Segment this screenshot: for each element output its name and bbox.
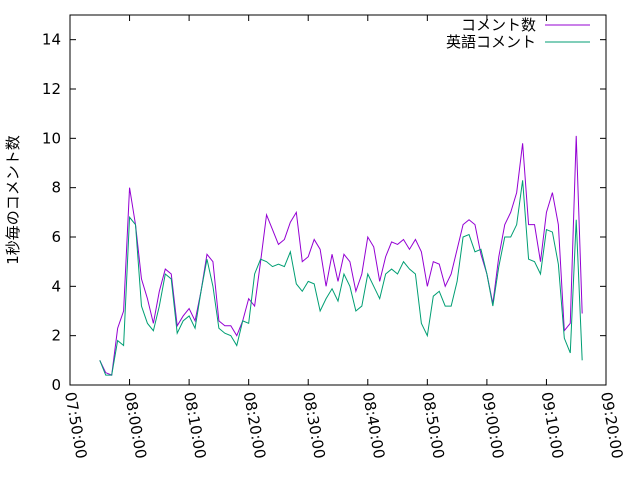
y-tick-label: 4 <box>51 277 61 295</box>
series-line <box>99 135 583 376</box>
y-tick-label: 14 <box>42 31 61 49</box>
x-tick-label: 08:00:00 <box>121 391 150 460</box>
y-tick-label: 10 <box>42 129 61 147</box>
x-tick-label: 07:50:00 <box>61 391 90 460</box>
y-tick-label: 2 <box>51 327 61 345</box>
y-tick-label: 6 <box>51 228 61 246</box>
legend-label: 英語コメント <box>446 33 536 51</box>
x-tick-label: 08:20:00 <box>240 391 269 460</box>
y-axis-label: 1秒毎のコメント数 <box>4 135 22 265</box>
x-tick-label: 08:40:00 <box>359 391 388 460</box>
x-tick-label: 09:20:00 <box>597 391 626 460</box>
y-tick-label: 12 <box>42 80 61 98</box>
y-tick-label: 0 <box>51 376 61 394</box>
x-tick-label: 08:50:00 <box>418 391 447 460</box>
series-line <box>99 180 583 376</box>
plot-border <box>69 14 607 386</box>
y-tick-label: 8 <box>51 179 61 197</box>
x-tick-label: 08:10:00 <box>180 391 209 460</box>
x-tick-label: 08:30:00 <box>299 391 328 460</box>
x-tick-label: 09:00:00 <box>478 391 507 460</box>
legend-label: コメント数 <box>461 16 536 34</box>
x-tick-label: 09:10:00 <box>538 391 567 460</box>
